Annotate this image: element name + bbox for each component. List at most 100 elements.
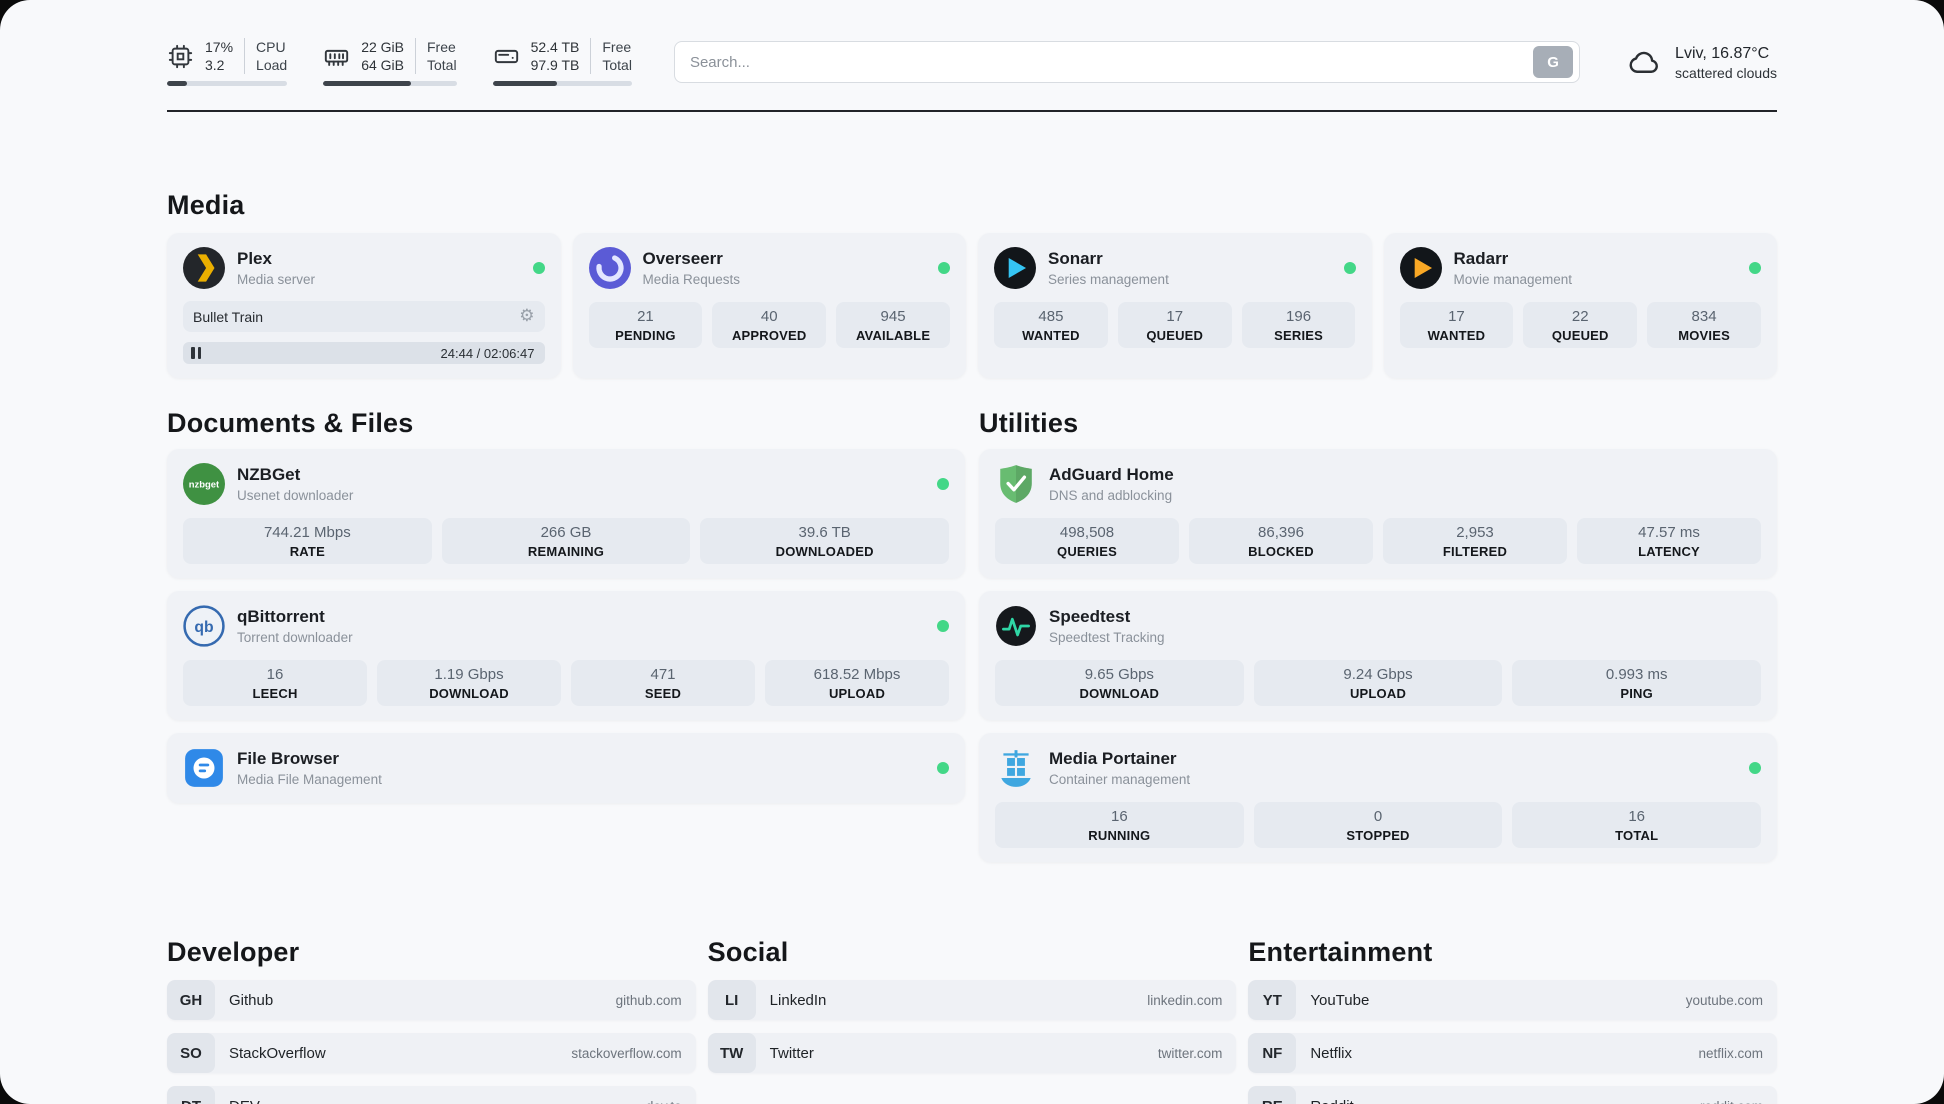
status-indicator [937, 478, 949, 491]
playback-time: 24:44 / 02:06:47 [440, 345, 535, 361]
bookmark-name: Github [229, 991, 274, 1009]
weather-condition: scattered clouds [1675, 64, 1777, 81]
section-title-developer: Developer [167, 937, 300, 968]
section-documents: Documents & Files nzbget NZBGet Usenet d… [167, 408, 965, 875]
disk-total-value: 97.9 TB [530, 57, 580, 74]
bookmark-abbr: TW [707, 1033, 756, 1074]
app-subtitle: Speedtest Tracking [1049, 630, 1165, 646]
radarr-icon [1399, 247, 1442, 290]
bookmark-youtube[interactable]: YT YouTube youtube.com [1248, 980, 1778, 1021]
bookmark-url: github.com [615, 992, 682, 1008]
app-name: Speedtest [1049, 607, 1131, 627]
bookmark-url: youtube.com [1685, 992, 1764, 1008]
app-card-nzbget[interactable]: nzbget NZBGet Usenet downloader 744.21 M… [167, 449, 965, 579]
now-playing-box: Bullet Train ⚙ [183, 301, 545, 333]
plex-icon [183, 247, 225, 290]
stat-queries: 498,508 QUERIES [995, 518, 1179, 565]
bookmark-name: Netflix [1310, 1044, 1353, 1062]
section-media: Media Plex Media server Bullet [167, 190, 1777, 379]
ram-total-label: Total [427, 57, 457, 74]
cpu-usage-value: 17% [205, 39, 234, 55]
app-card-radarr[interactable]: Radarr Movie management 17 WANTED 22 QUE… [1383, 233, 1777, 379]
stat-stopped: 0 STOPPED [1253, 802, 1503, 849]
bookmark-url: dev.to [646, 1099, 682, 1104]
bookmark-url: netflix.com [1698, 1045, 1764, 1061]
bookmark-stackoverflow[interactable]: SO StackOverflow stackoverflow.com [167, 1033, 696, 1074]
stat-upload: 9.24 Gbps UPLOAD [1253, 660, 1503, 707]
app-name: qBittorrent [237, 607, 325, 627]
stat-total: 16 TOTAL [1512, 802, 1762, 849]
gear-icon[interactable]: ⚙ [519, 306, 535, 327]
bookmark-name: YouTube [1310, 991, 1370, 1009]
app-card-adguard[interactable]: AdGuard Home DNS and adblocking 498,508 … [979, 449, 1777, 579]
bookmark-url: reddit.com [1700, 1099, 1763, 1104]
pause-icon[interactable] [191, 347, 201, 360]
topbar-divider [167, 110, 1777, 113]
app-card-filebrowser[interactable]: File Browser Media File Management [167, 733, 965, 804]
status-indicator [1749, 262, 1761, 275]
status-indicator [937, 762, 949, 775]
section-title-entertainment: Entertainment [1248, 937, 1433, 968]
section-title-documents: Documents & Files [167, 408, 414, 439]
weather-widget[interactable]: Lviv, 16.87°C scattered clouds [1626, 43, 1777, 81]
section-title-utilities: Utilities [979, 408, 1079, 439]
bookmark-linkedin[interactable]: LI LinkedIn linkedin.com [707, 980, 1237, 1021]
section-social: Social LI LinkedIn linkedin.com TW Twitt… [707, 937, 1237, 1104]
app-card-qbittorrent[interactable]: qb qBittorrent Torrent downloader 16 LEE… [167, 591, 965, 721]
system-metrics: 17% 3.2 CPU Load [167, 38, 632, 87]
app-name: NZBGet [237, 465, 301, 485]
search-input[interactable] [689, 53, 1534, 71]
stat-wanted: 17 WANTED [1399, 302, 1514, 349]
section-title-media: Media [167, 190, 245, 221]
qbittorrent-icon: qb [183, 605, 225, 648]
bookmark-dev[interactable]: DT DEV dev.to [167, 1086, 696, 1104]
stat-blocked: 86,396 BLOCKED [1189, 518, 1373, 565]
bookmark-name: LinkedIn [769, 991, 827, 1009]
bookmark-twitter[interactable]: TW Twitter twitter.com [707, 1033, 1237, 1074]
filebrowser-icon [183, 747, 225, 789]
ram-progress-bar [323, 81, 457, 87]
app-subtitle: Container management [1049, 772, 1191, 788]
stat-available: 945 AVAILABLE [836, 302, 950, 349]
sonarr-icon [994, 247, 1036, 290]
bookmark-netflix[interactable]: NF Netflix netflix.com [1248, 1033, 1778, 1074]
app-subtitle: Torrent downloader [237, 630, 353, 646]
stat-remaining: 266 GB REMAINING [441, 518, 691, 565]
app-name: Overseerr [642, 249, 723, 269]
app-card-plex[interactable]: Plex Media server Bullet Train ⚙ 24:44 /… [167, 233, 561, 379]
app-subtitle: Movie management [1453, 272, 1573, 288]
app-card-overseerr[interactable]: Overseerr Media Requests 21 PENDING 40 A… [572, 233, 966, 379]
stat-running: 16 RUNNING [995, 802, 1244, 849]
app-name: Plex [237, 249, 272, 269]
app-card-sonarr[interactable]: Sonarr Series management 485 WANTED 17 Q… [978, 233, 1372, 379]
metric-divider [244, 38, 246, 75]
overseerr-icon [588, 247, 631, 290]
bookmark-abbr: RE [1248, 1086, 1297, 1104]
ram-free-value: 22 GiB [361, 39, 404, 55]
app-name: File Browser [237, 749, 340, 769]
stat-download: 1.19 Gbps DOWNLOAD [377, 660, 561, 707]
bookmark-name: Reddit [1310, 1098, 1353, 1104]
playback-progress-bar[interactable]: 24:44 / 02:06:47 [183, 342, 545, 365]
google-search-button[interactable]: G [1533, 46, 1574, 79]
topbar: 17% 3.2 CPU Load [167, 0, 1777, 87]
app-card-speedtest[interactable]: Speedtest Speedtest Tracking 9.65 Gbps D… [979, 591, 1777, 721]
ram-metric: 22 GiB 64 GiB Free Total [323, 38, 457, 87]
stat-download: 9.65 Gbps DOWNLOAD [995, 660, 1244, 707]
app-subtitle: Media Requests [642, 272, 741, 288]
status-indicator [1343, 262, 1356, 275]
stat-leech: 16 LEECH [183, 660, 367, 707]
bookmark-name: DEV [229, 1098, 260, 1104]
stat-latency: 47.57 ms LATENCY [1577, 518, 1761, 565]
bookmark-reddit[interactable]: RE Reddit reddit.com [1248, 1086, 1778, 1104]
disk-free-label: Free [602, 39, 632, 55]
speedtest-icon [995, 605, 1037, 647]
cloud-icon [1626, 44, 1662, 80]
adguard-icon [995, 463, 1037, 505]
bookmark-github[interactable]: GH Github github.com [167, 980, 696, 1021]
status-indicator [938, 262, 950, 275]
stat-pending: 21 PENDING [588, 302, 703, 349]
app-card-portainer[interactable]: Media Portainer Container management 16 … [979, 733, 1777, 863]
app-subtitle: Media File Management [237, 772, 382, 788]
